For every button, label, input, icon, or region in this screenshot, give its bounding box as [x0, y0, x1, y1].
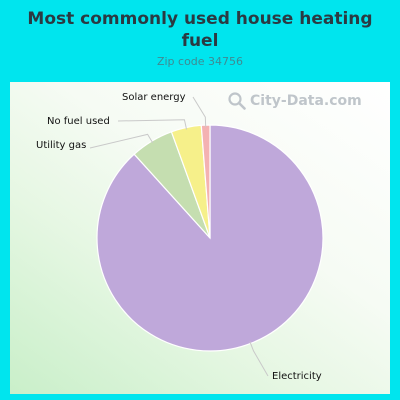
slice-label-utility-gas: Utility gas — [36, 140, 86, 151]
chart-subtitle: Zip code 34756 — [156, 55, 244, 68]
leader-line-utility-gas — [89, 133, 154, 149]
leader-line-electricity — [249, 341, 269, 377]
leader-line-no-fuel-used — [117, 119, 188, 130]
chart-title: Most commonly used house heating fuel — [27, 9, 373, 51]
slice-label-electricity: Electricity — [272, 371, 322, 382]
slice-label-solar-energy: Solar energy — [122, 92, 186, 103]
watermark: City-Data.com — [228, 92, 362, 110]
magnifier-icon — [228, 92, 246, 110]
slice-label-no-fuel-used: No fuel used — [47, 116, 110, 127]
watermark-text: City-Data.com — [250, 93, 362, 109]
leader-line-solar-energy — [192, 96, 207, 128]
